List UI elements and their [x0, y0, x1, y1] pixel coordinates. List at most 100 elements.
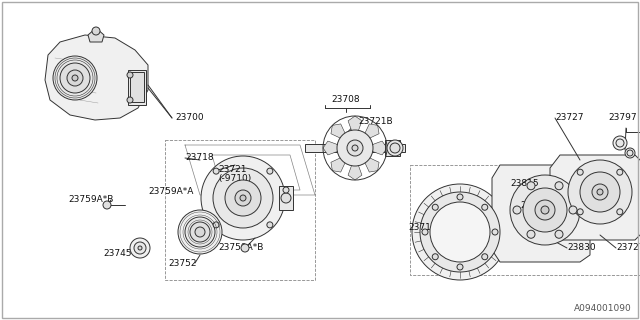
Circle shape: [617, 169, 623, 175]
Circle shape: [569, 206, 577, 214]
Circle shape: [617, 209, 623, 215]
Polygon shape: [331, 154, 349, 172]
Circle shape: [337, 130, 373, 166]
Circle shape: [577, 169, 583, 175]
Circle shape: [616, 139, 624, 147]
Circle shape: [580, 172, 620, 212]
Circle shape: [235, 190, 251, 206]
Bar: [385, 140, 400, 156]
Circle shape: [60, 63, 90, 93]
Circle shape: [535, 200, 555, 220]
Circle shape: [283, 187, 289, 193]
Text: 23727: 23727: [616, 244, 640, 252]
Circle shape: [432, 254, 438, 260]
Bar: [305, 144, 405, 152]
Polygon shape: [363, 141, 387, 155]
Text: 23759A*B: 23759A*B: [218, 244, 264, 252]
Circle shape: [72, 75, 78, 81]
Polygon shape: [361, 154, 379, 172]
Circle shape: [613, 136, 627, 150]
Circle shape: [281, 193, 291, 203]
Circle shape: [241, 244, 249, 252]
Circle shape: [127, 72, 133, 78]
Text: 23708: 23708: [332, 95, 360, 105]
Circle shape: [347, 140, 363, 156]
Text: (-9710): (-9710): [218, 173, 252, 182]
Circle shape: [523, 188, 567, 232]
Text: A094001090: A094001090: [574, 304, 632, 313]
Circle shape: [352, 145, 358, 151]
Circle shape: [430, 202, 490, 262]
Circle shape: [130, 238, 150, 258]
Circle shape: [138, 246, 142, 250]
Polygon shape: [361, 124, 379, 142]
Polygon shape: [331, 124, 349, 142]
Circle shape: [92, 27, 100, 35]
Text: 23712: 23712: [408, 223, 436, 233]
Text: 23700: 23700: [175, 114, 204, 123]
Circle shape: [432, 204, 438, 210]
Circle shape: [482, 254, 488, 260]
Circle shape: [457, 264, 463, 270]
Text: 23797: 23797: [608, 114, 637, 123]
Circle shape: [627, 150, 633, 156]
Circle shape: [555, 230, 563, 238]
Circle shape: [267, 168, 273, 174]
Bar: [279, 186, 293, 210]
Circle shape: [267, 222, 273, 228]
Circle shape: [127, 97, 133, 103]
Text: 23745: 23745: [103, 249, 131, 258]
Circle shape: [390, 143, 400, 153]
Circle shape: [422, 229, 428, 235]
Text: 23815: 23815: [510, 179, 539, 188]
Circle shape: [213, 168, 219, 174]
Text: 23759A*A: 23759A*A: [148, 187, 193, 196]
Circle shape: [420, 192, 500, 272]
Circle shape: [213, 222, 219, 228]
Text: 23752: 23752: [168, 259, 196, 268]
Circle shape: [625, 148, 635, 158]
Bar: [130, 72, 144, 102]
Circle shape: [457, 194, 463, 200]
Circle shape: [568, 160, 632, 224]
Polygon shape: [323, 141, 347, 155]
Polygon shape: [45, 35, 148, 120]
Circle shape: [527, 230, 535, 238]
Circle shape: [53, 56, 97, 100]
Circle shape: [482, 204, 488, 210]
Circle shape: [592, 184, 608, 200]
Circle shape: [195, 227, 205, 237]
Circle shape: [225, 180, 261, 216]
Circle shape: [387, 140, 403, 156]
Circle shape: [67, 70, 83, 86]
Text: 23718: 23718: [185, 154, 214, 163]
Circle shape: [527, 182, 535, 190]
Text: 23754: 23754: [520, 201, 548, 210]
Text: 23721: 23721: [218, 165, 246, 174]
Circle shape: [134, 242, 146, 254]
Polygon shape: [348, 116, 362, 140]
Circle shape: [213, 168, 273, 228]
Text: 23721B: 23721B: [358, 116, 392, 125]
Circle shape: [240, 195, 246, 201]
Circle shape: [597, 189, 603, 195]
Bar: [128, 70, 146, 105]
Circle shape: [190, 222, 210, 242]
Circle shape: [555, 182, 563, 190]
Circle shape: [103, 201, 111, 209]
Circle shape: [412, 184, 508, 280]
Polygon shape: [88, 28, 104, 42]
Polygon shape: [550, 155, 640, 240]
Circle shape: [541, 206, 549, 214]
Circle shape: [513, 206, 521, 214]
Circle shape: [178, 210, 222, 254]
Circle shape: [577, 209, 583, 215]
Circle shape: [510, 175, 580, 245]
Text: 23830: 23830: [567, 244, 596, 252]
Polygon shape: [492, 165, 590, 262]
Text: 23727: 23727: [555, 114, 584, 123]
Circle shape: [201, 156, 285, 240]
Text: 23759A*B: 23759A*B: [68, 196, 113, 204]
Polygon shape: [348, 156, 362, 180]
Circle shape: [185, 217, 215, 247]
